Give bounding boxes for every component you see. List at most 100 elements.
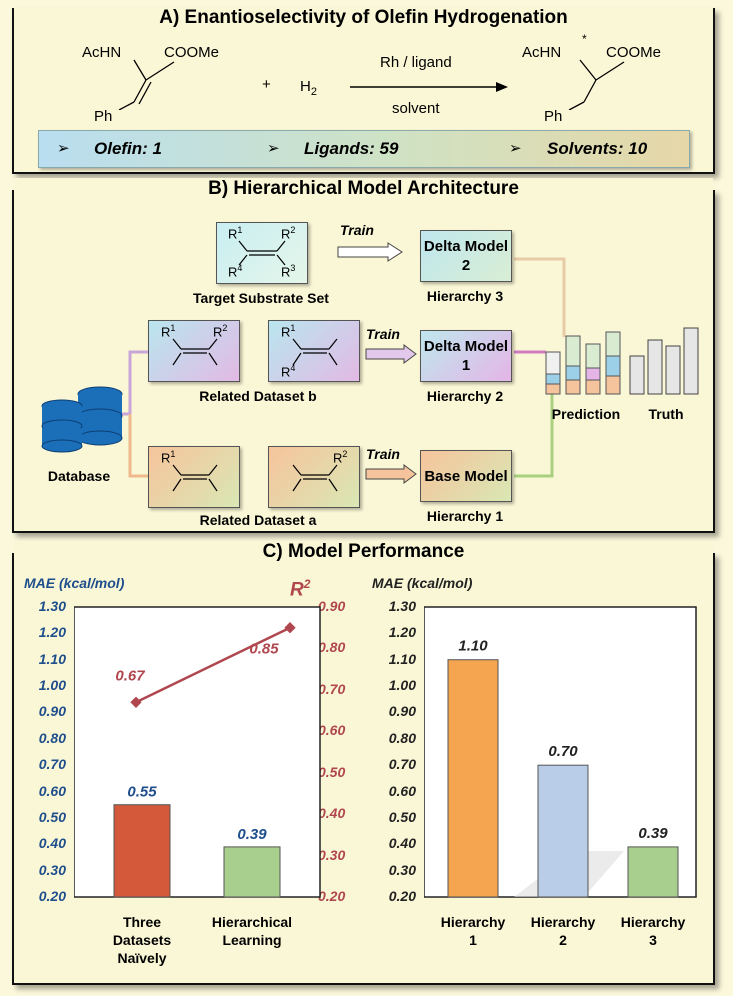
related-b-box-2: R1 R4 [268, 320, 360, 382]
product-ester: COOMe [606, 44, 662, 61]
stat-bullet-ligands: ➢ [267, 140, 280, 157]
prediction-bars-icon [545, 331, 621, 395]
stat-bullet-solvents: ➢ [509, 140, 522, 157]
reactant-nhac: AcHN [82, 44, 122, 61]
delta-model-2-box: Delta Model 2 [420, 230, 512, 282]
olefin-partial-icon-3 [172, 464, 218, 492]
rb2-r1: R1 [281, 323, 296, 340]
train-arrow-3 [337, 242, 403, 262]
r2-label-1: 0.67 [115, 667, 145, 684]
right-yticks-tick: 0.30 [388, 861, 416, 878]
right-yticks-tick: 0.40 [388, 835, 416, 852]
left-y2ticks-tick: 0.60 [318, 722, 346, 739]
r2-label-2: 0.85 [249, 641, 279, 658]
hierarchy-1-label: Hierarchy 1 [426, 508, 504, 524]
panel-a: A) Enantioselectivity of Olefin Hydrogen… [12, 7, 715, 174]
rb1-r2: R2 [213, 323, 228, 340]
left-y2ticks-tick: 0.30 [318, 846, 346, 863]
related-b-label: Related Dataset b [199, 388, 317, 404]
left-yticks-tick: 0.30 [38, 861, 66, 878]
right-yticks-tick: 0.20 [388, 888, 416, 904]
left-y2ticks-tick: 0.70 [318, 680, 346, 697]
product-ph: Ph [544, 108, 563, 125]
right-yticks-tick: 1.20 [388, 624, 416, 641]
left-chart: 0.55 0.39 0.67 0.85 [74, 606, 321, 898]
left-yticks-tick: 0.40 [38, 835, 66, 852]
stat-bullet-olefin: ➢ [57, 140, 70, 157]
train-arrow-1 [365, 464, 417, 484]
right-chart: 1.10 0.70 0.39 [424, 606, 697, 898]
left-y2ticks-tick: 0.20 [318, 888, 346, 904]
right-yticks-tick: 0.60 [388, 782, 416, 799]
left-bar-2 [223, 846, 281, 898]
train-label-3: Train [340, 222, 374, 238]
prediction-label: Prediction [551, 406, 621, 422]
product-structure [568, 59, 625, 110]
truth-bars-icon [629, 327, 699, 395]
ra2-r2: R2 [333, 449, 348, 466]
left-y2ticks-tick: 0.40 [318, 805, 346, 822]
left-chart-y2label: R2 [290, 577, 311, 601]
hierarchy-2-label: Hierarchy 2 [426, 388, 504, 404]
right-bar-label-3: 0.39 [638, 825, 668, 842]
database-icon [41, 386, 123, 453]
target-r3: R3 [281, 263, 296, 280]
right-yticks-tick: 1.00 [388, 677, 416, 694]
right-bar-label-2: 0.70 [548, 743, 578, 760]
related-a-box-1: R1 [148, 446, 240, 508]
left-y2ticks-tick: 0.90 [318, 598, 346, 614]
right-yticks-tick: 0.70 [388, 756, 416, 773]
h2-subscript: 2 [310, 86, 317, 98]
train-arrow-2 [365, 344, 417, 364]
rb2-r4: R4 [281, 363, 296, 380]
dataset-stats-bar: ➢ Olefin: 1 ➢ Ligands: 59 ➢ Solvents: 10 [38, 130, 690, 168]
left-y2ticks-tick: 0.80 [318, 639, 346, 656]
left-yticks-tick: 0.70 [38, 756, 66, 773]
train-label-2: Train [366, 326, 400, 342]
target-substrate-box: R1 R2 R4 R3 [216, 222, 308, 284]
right-category-3: Hierarchy 3 [620, 914, 686, 948]
h2-text: H [300, 78, 311, 95]
left-yticks-tick: 0.80 [38, 729, 66, 746]
right-yticks-tick: 1.30 [388, 598, 416, 614]
right-chart-ylabel: MAE (kcal/mol) [372, 575, 473, 591]
product-nhac: AcHN [522, 44, 562, 61]
delta-model-1-box: Delta Model 1 [420, 330, 512, 382]
target-r4: R4 [228, 263, 243, 280]
database-label: Database [47, 468, 111, 484]
right-bar-3 [627, 846, 679, 898]
right-yticks-tick: 0.50 [388, 808, 416, 825]
reactant-structure [118, 59, 175, 110]
left-yticks-tick: 1.30 [38, 598, 66, 614]
target-substrate-label: Target Substrate Set [193, 290, 329, 306]
left-yticks-tick: 1.10 [38, 650, 66, 667]
right-bar-label-1: 1.10 [458, 638, 488, 655]
right-bar-1 [447, 659, 499, 898]
base-model-box: Base Model [420, 450, 512, 502]
panel-c-title: C) Model Performance [14, 541, 713, 563]
reactant-ph: Ph [94, 108, 113, 125]
h2-reagent: H2 [300, 78, 317, 98]
related-a-box-2: R2 [268, 446, 360, 508]
target-r1: R1 [228, 225, 243, 242]
ra1-r1: R1 [161, 449, 176, 466]
right-yticks-tick: 0.90 [388, 703, 416, 720]
left-yticks-tick: 1.20 [38, 624, 66, 641]
olefin-partial-icon-4 [292, 464, 338, 492]
left-yticks-tick: 0.20 [38, 888, 66, 904]
left-bar-label-1: 0.55 [127, 784, 157, 801]
panel-c: C) Model Performance MAE (kcal/mol) R2 1… [12, 541, 715, 985]
left-bar-1 [113, 804, 171, 898]
plus-sign: + [262, 76, 271, 93]
solvent-label: solvent [392, 100, 440, 117]
left-yticks-tick: 0.60 [38, 782, 66, 799]
left-category-2: Hierarchical Learning [211, 914, 293, 948]
r2-line [135, 626, 291, 704]
related-b-box-1: R1 R2 [148, 320, 240, 382]
right-bar-2 [537, 764, 589, 898]
left-yticks-tick: 0.50 [38, 808, 66, 825]
olefin-partial-icon [172, 338, 218, 366]
stat-ligands: Ligands: 59 [304, 139, 399, 158]
product-stereo-star: * [582, 32, 587, 46]
right-yticks-tick: 1.10 [388, 650, 416, 667]
